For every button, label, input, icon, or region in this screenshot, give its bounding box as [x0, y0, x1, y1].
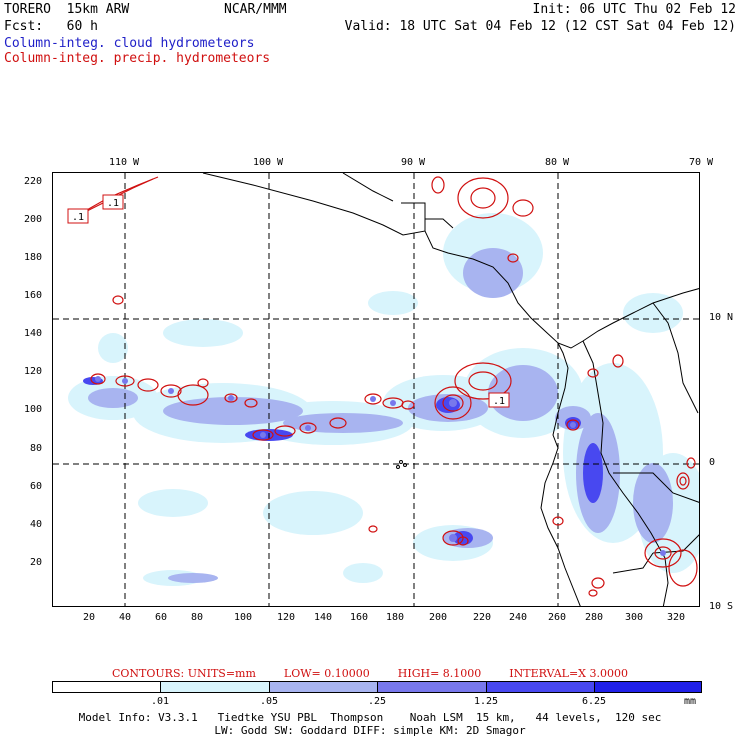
org-label: NCAR/MMM: [224, 2, 287, 17]
contour-info: CONTOURS: UNITS=mm LOW= 0.10000 HIGH= 8.10…: [0, 667, 740, 680]
lat-label: 10 S: [709, 601, 734, 612]
colorbar-seg-5: [595, 682, 701, 692]
colorbar-seg-0: [53, 682, 161, 692]
y-tick: 60: [30, 481, 43, 492]
lon-label: 110 W: [108, 157, 140, 168]
x-tick: 320: [666, 612, 686, 623]
model-info-line2: LW: Godd SW: Goddard DIFF: simple KM: 2D…: [214, 724, 526, 737]
contour-interval: INTERVAL=X 3.0000: [509, 667, 628, 680]
map-canvas: .1 .1 .1: [53, 173, 699, 606]
colorbar-label: .25: [367, 696, 387, 707]
x-tick: 100: [233, 612, 253, 623]
lon-label: 70 W: [688, 157, 714, 168]
precip-contours: [72, 176, 698, 597]
x-tick: 60: [154, 612, 168, 623]
x-tick: 140: [313, 612, 333, 623]
y-tick: 140: [24, 328, 43, 339]
lat-label: 10 N: [709, 312, 734, 323]
y-tick: 40: [30, 519, 43, 530]
x-tick: 40: [118, 612, 132, 623]
colorbar-label: .01: [150, 696, 170, 707]
colorbar-seg-1: [161, 682, 270, 692]
lat-label: 0: [709, 457, 716, 468]
model-title: TORERO 15km ARW: [4, 2, 130, 17]
x-tick: 260: [547, 612, 567, 623]
colorbar-seg-4: [487, 682, 595, 692]
x-tick: 300: [624, 612, 644, 623]
forecast-hour: Fcst: 60 h: [4, 19, 98, 34]
colorbar-seg-2: [270, 682, 378, 692]
field-precip-label: Column-integ. precip. hydrometeors: [4, 51, 271, 66]
colorbar-label: 1.25: [473, 696, 499, 707]
y-tick: 200: [24, 214, 43, 225]
cloud-light-areas: [68, 213, 699, 586]
contour-low: LOW= 0.10000: [283, 667, 370, 680]
contour-high: HIGH= 8.1000: [397, 667, 482, 680]
colorbar: [52, 681, 702, 693]
x-tick: 180: [385, 612, 405, 623]
lon-label: 100 W: [252, 157, 284, 168]
lon-label: 90 W: [400, 157, 426, 168]
contour-label: .1: [107, 198, 119, 209]
contour-value-labels: .1 .1 .1: [67, 194, 510, 408]
y-tick: 160: [24, 290, 43, 301]
contour-label: .1: [72, 212, 84, 223]
colorbar-seg-3: [378, 682, 487, 692]
contour-units: CONTOURS: UNITS=mm: [112, 667, 256, 680]
grid-lines: [53, 173, 699, 606]
cloud-medium-areas: [88, 248, 673, 583]
y-tick: 120: [24, 366, 43, 377]
x-tick: 20: [82, 612, 96, 623]
valid-time: Valid: 18 UTC Sat 04 Feb 12 (12 CST Sat …: [344, 19, 736, 34]
map-panel: .1 .1 .1: [52, 172, 700, 607]
x-tick: 240: [508, 612, 528, 623]
y-tick: 80: [30, 443, 43, 454]
x-tick: 160: [349, 612, 369, 623]
x-tick: 80: [190, 612, 204, 623]
y-tick: 180: [24, 252, 43, 263]
colorbar-label: .05: [259, 696, 279, 707]
y-tick: 100: [24, 404, 43, 415]
x-tick: 220: [472, 612, 492, 623]
field-cloud-label: Column-integ. cloud hydrometeors: [4, 36, 255, 51]
model-info-line1: Model Info: V3.3.1 Tiedtke YSU PBL Thomp…: [78, 711, 662, 724]
contour-label: .1: [493, 396, 505, 407]
coastlines: [202, 173, 699, 606]
colorbar-units: mm: [684, 696, 697, 707]
x-tick: 200: [428, 612, 448, 623]
y-tick: 20: [30, 557, 43, 568]
precip-cores: [95, 376, 666, 556]
colorbar-label: 6.25: [581, 696, 607, 707]
x-tick: 120: [276, 612, 296, 623]
lon-label: 80 W: [544, 157, 570, 168]
init-time: Init: 06 UTC Thu 02 Feb 12: [532, 2, 737, 17]
y-tick: 220: [24, 176, 43, 187]
x-tick: 280: [584, 612, 604, 623]
